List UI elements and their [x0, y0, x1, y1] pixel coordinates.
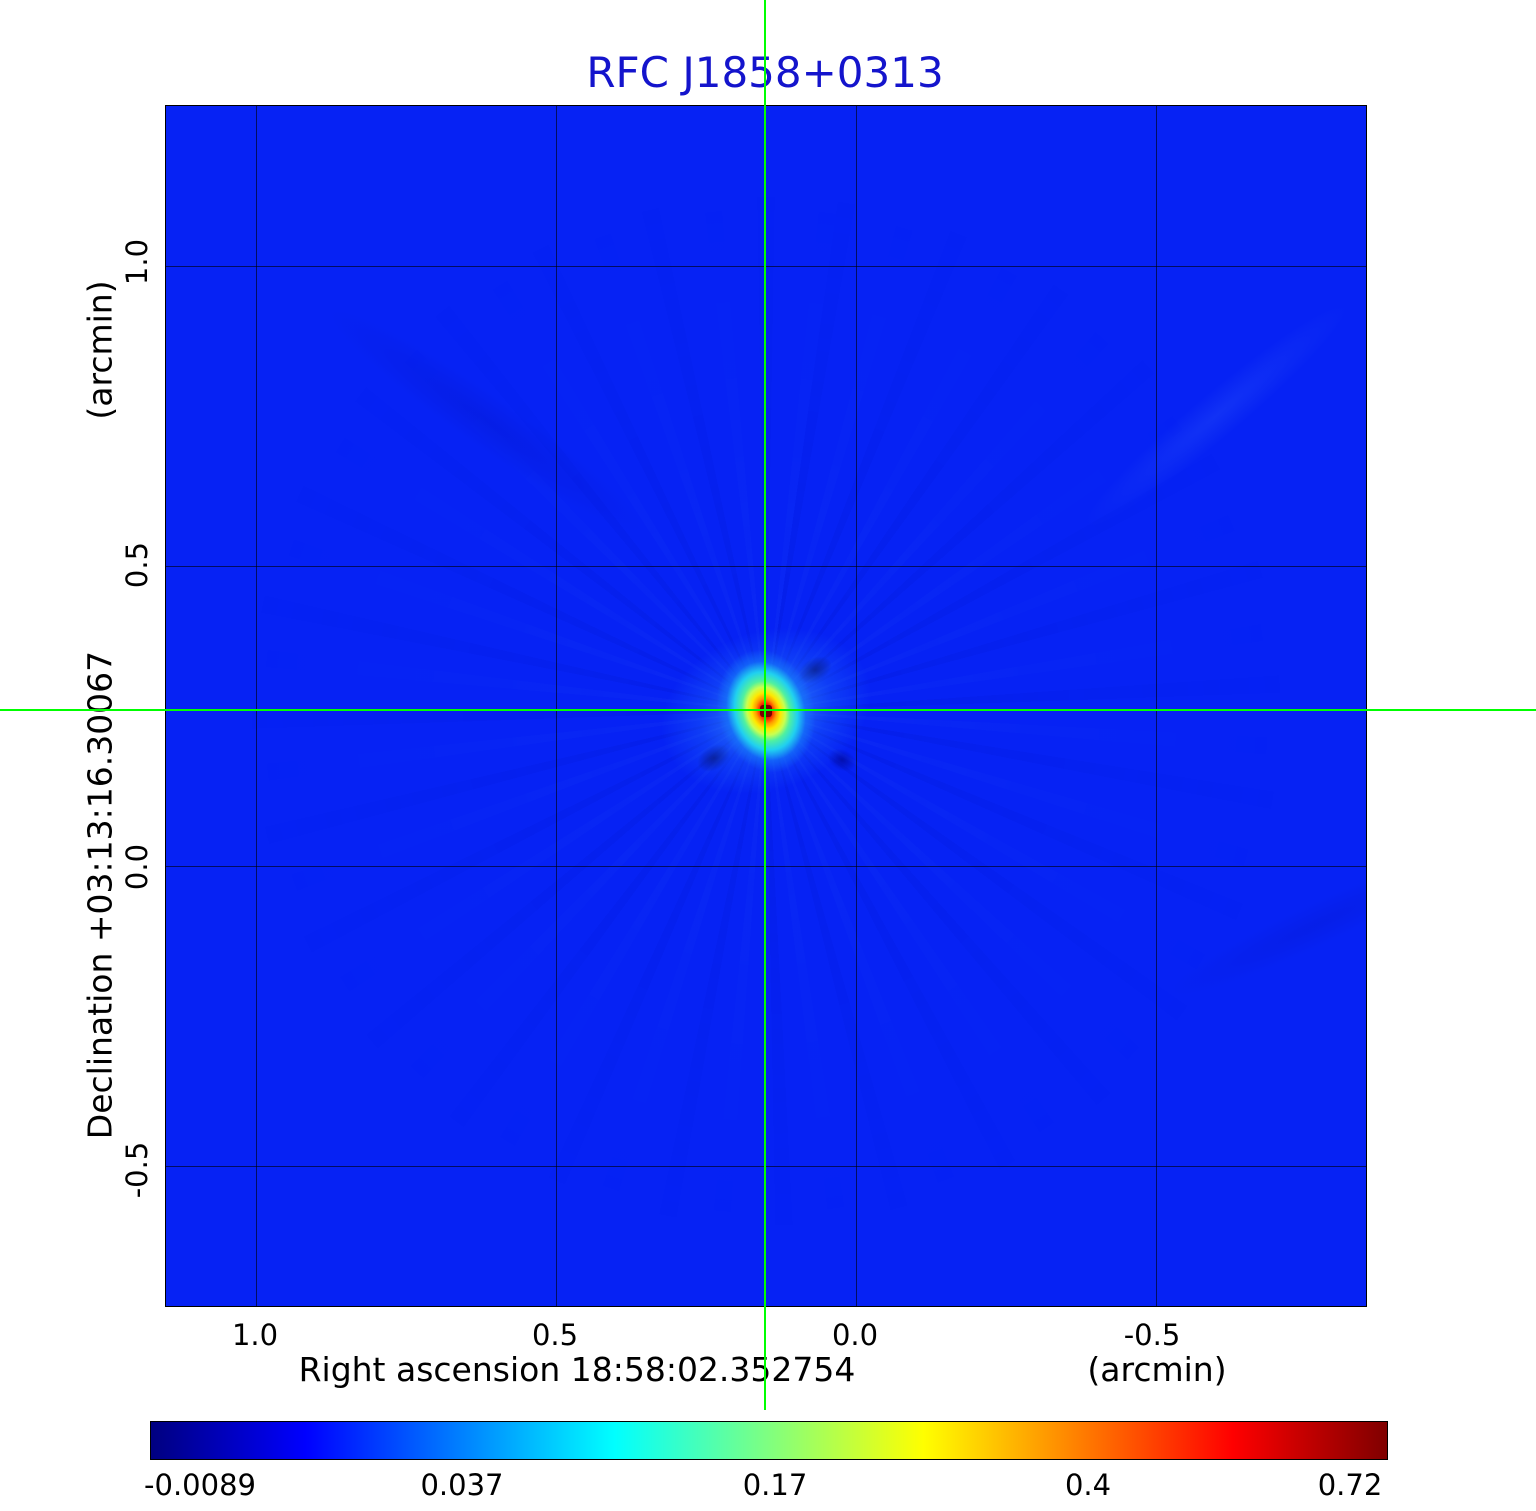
x-tick-label: 0.0 — [831, 1318, 879, 1352]
y-tick-label: 0.0 — [120, 843, 154, 891]
colorbar-label: 0.72 — [1317, 1468, 1383, 1502]
colorbar-label: 0.037 — [420, 1468, 504, 1502]
grid-line-vertical — [556, 106, 557, 1306]
crosshair-horizontal — [0, 709, 1536, 711]
grid-line-vertical — [1156, 106, 1157, 1306]
colorbar-label: 0.17 — [742, 1468, 808, 1502]
grid-line-horizontal — [166, 866, 1366, 867]
sky-map — [165, 105, 1367, 1307]
y-axis-label: Declination +03:13:16.30067 — [80, 650, 120, 1140]
grid-line-horizontal — [166, 1166, 1366, 1167]
y-tick-label: 0.5 — [120, 541, 154, 589]
grid-line-horizontal — [166, 566, 1366, 567]
source-core — [760, 705, 772, 717]
colorbar-label: 0.4 — [1064, 1468, 1112, 1502]
colorbar — [150, 1421, 1388, 1460]
y-tick-label: 1.0 — [120, 238, 154, 286]
x-tick-label: 1.0 — [231, 1318, 279, 1352]
crosshair-vertical — [764, 0, 766, 1410]
grid-line-vertical — [856, 106, 857, 1306]
colorbar-label: -0.0089 — [144, 1468, 256, 1502]
x-axis-label: Right ascension 18:58:02.352754 — [298, 1350, 856, 1389]
y-tick-label: -0.5 — [120, 1141, 154, 1199]
grid-line-vertical — [256, 106, 257, 1306]
y-axis-unit: (arcmin) — [80, 280, 120, 420]
x-axis-unit: (arcmin) — [1087, 1350, 1227, 1389]
x-tick-label: 0.5 — [531, 1318, 579, 1352]
x-tick-label: -0.5 — [1123, 1318, 1181, 1352]
grid-line-horizontal — [166, 266, 1366, 267]
